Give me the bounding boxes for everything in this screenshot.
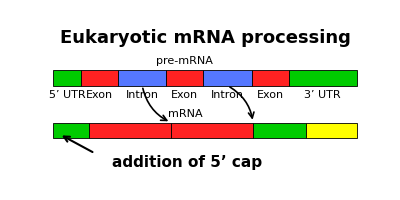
Text: 3’ UTR: 3’ UTR <box>304 90 341 100</box>
Text: Intron: Intron <box>211 90 244 100</box>
Text: addition of 5’ cap: addition of 5’ cap <box>112 155 262 170</box>
Text: Exon: Exon <box>86 90 113 100</box>
Bar <box>306 123 357 138</box>
Text: mRNA: mRNA <box>168 109 202 119</box>
Bar <box>53 70 81 86</box>
Bar <box>89 123 171 138</box>
Bar <box>166 70 204 86</box>
Text: Intron: Intron <box>126 90 159 100</box>
Bar <box>81 70 118 86</box>
Text: Exon: Exon <box>256 90 284 100</box>
Bar <box>252 70 289 86</box>
Text: pre-mRNA: pre-mRNA <box>156 56 213 66</box>
Bar <box>118 70 166 86</box>
Text: Exon: Exon <box>171 90 198 100</box>
Bar <box>53 123 89 138</box>
Bar <box>171 123 253 138</box>
Text: 5’ UTR: 5’ UTR <box>49 90 85 100</box>
Bar <box>289 70 357 86</box>
Text: Eukaryotic mRNA processing: Eukaryotic mRNA processing <box>60 29 350 47</box>
Bar <box>204 70 252 86</box>
Bar <box>253 123 306 138</box>
